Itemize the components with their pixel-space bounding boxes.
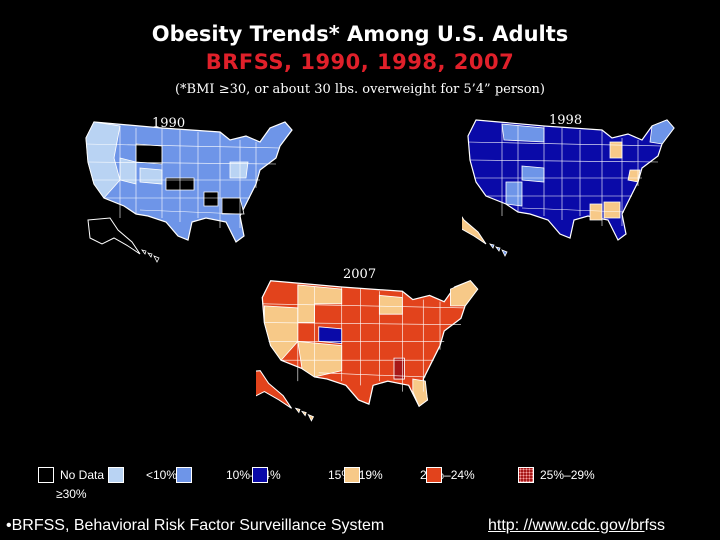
map-1998-us-outline <box>467 119 675 241</box>
map-2007-hawaii <box>294 407 315 422</box>
us-map-2007 <box>256 280 479 422</box>
footer-text: •BRFSS, Behavioral Risk Factor Surveilla… <box>6 517 385 534</box>
us-map-1990 <box>85 121 293 263</box>
slide-subtitle: BRFSS, 1990, 1998, 2007 <box>205 50 515 74</box>
legend-label-no-data: No Data <box>60 468 105 482</box>
map-1990-mainland <box>85 121 293 243</box>
map-1998-state-mississippi <box>589 203 603 221</box>
legend-swatch-10-14 <box>176 467 192 483</box>
legend-swatch-20-24 <box>344 467 360 483</box>
us-map-1998 <box>462 119 675 257</box>
map-1990-state-borders <box>85 126 281 228</box>
map-1990-state-colorado <box>139 167 163 185</box>
map-1998-state-georgia <box>603 201 621 219</box>
map-1990-state-southeast <box>221 197 245 215</box>
map-2007-state-southwest <box>297 340 343 378</box>
legend-label-25-29: 25%–29% <box>540 468 595 482</box>
legend-label-lt10: <10% <box>146 468 178 482</box>
map-2007-state-new-england <box>450 280 479 307</box>
legend-swatch-lt10 <box>108 467 124 483</box>
map-2007-state-borders <box>262 284 466 392</box>
brfss-link-main[interactable]: http: //www.cdc.gov/br <box>488 517 645 534</box>
legend-label-ge30: ≥30% <box>56 487 87 501</box>
map-label-2007: 2007 <box>343 267 377 282</box>
legend: No Data <10% 10%–14% 15%–19% 20%–24% 25%… <box>0 467 720 507</box>
legend-swatch-ge30 <box>518 467 534 483</box>
brfss-link-tail[interactable]: fss <box>644 517 665 534</box>
map-2007-alaska <box>256 370 292 409</box>
map-1998-state-new-england <box>649 119 675 145</box>
map-1990-alaska <box>87 217 141 255</box>
map-1998-state-arizona <box>505 181 523 207</box>
map-1998-state-colorado <box>521 165 545 183</box>
map-2007-state-colorado <box>318 326 343 344</box>
map-1990-state-wyoming <box>135 143 163 165</box>
slide-title: Obesity Trends* Among U.S. Adults <box>151 22 569 46</box>
map-2007-state-mississippi <box>393 357 405 380</box>
map-1990-state-ohio-valley <box>229 161 249 179</box>
map-1998-hawaii <box>489 243 508 257</box>
legend-swatch-no-data <box>38 467 54 483</box>
map-1998-state-michigan <box>609 141 623 159</box>
brfss-link[interactable]: http: //www.cdc.gov/brfss <box>488 517 665 535</box>
map-label-1998: 1998 <box>549 113 583 128</box>
legend-swatch-25-29 <box>426 467 442 483</box>
map-1998-state-borders <box>467 124 663 226</box>
map-2007-state-ohio <box>378 294 403 315</box>
map-1990-hawaii <box>141 249 160 263</box>
map-1990-state-arkansas <box>203 191 219 207</box>
map-1998-alaska <box>462 216 487 245</box>
legend-swatch-15-19 <box>252 467 268 483</box>
bmi-note: (*BMI ≥30, or about 30 lbs. overweight f… <box>174 82 545 97</box>
